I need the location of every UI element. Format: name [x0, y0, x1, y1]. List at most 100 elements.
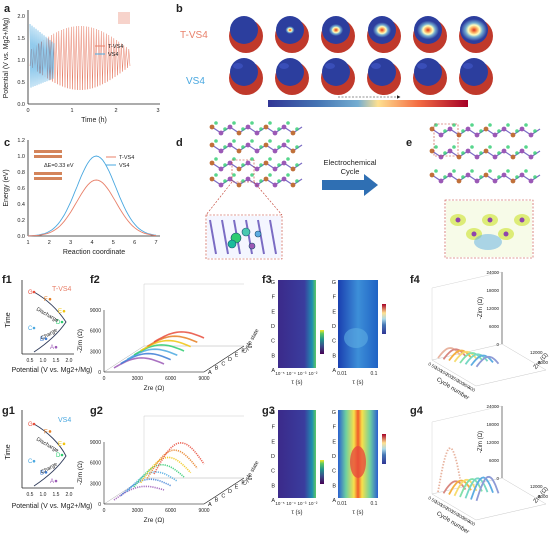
d-inset-atom — [227, 239, 237, 249]
g1-curve — [33, 423, 67, 487]
g4-cycle-series — [470, 476, 494, 500]
f2-ztick: 0 — [98, 370, 101, 376]
f4-xtick: 12000 — [530, 350, 543, 355]
f4-ztick: 24000 — [486, 270, 499, 275]
g1-point-dot — [32, 422, 36, 426]
g4-ztick: 0 — [496, 476, 499, 481]
panel-c: c 0.0 0.2 0.4 0.6 0.8 1.0 1.2 1 2 3 4 5 6 7 Reaction… — [3, 137, 160, 256]
g2-xtick: 6000 — [165, 508, 176, 514]
e-atom — [492, 178, 498, 184]
f2-ztick: 9000 — [90, 308, 101, 314]
f2-state-tick: A — [208, 370, 212, 376]
e-mg-atom — [470, 145, 474, 149]
f2-state-tick: C — [221, 361, 225, 367]
c-legend-vs4: VS4 — [119, 163, 129, 169]
d-crystal-structure — [209, 121, 303, 188]
panel-g3: g3 G GF FE ED DC CB BA A10⁻⁵ 10⁻⁴ 10⁻³ 10⁻² 0.01 0.1… — [262, 405, 386, 516]
d-atom — [218, 130, 224, 136]
e-atom — [429, 148, 435, 154]
e-mg-atom — [506, 123, 510, 127]
g2-series-E — [140, 456, 192, 484]
f3-xlabel-right: τ (s) — [352, 380, 363, 386]
cycle-arrow-head — [364, 174, 378, 196]
d-inset-bond — [209, 219, 217, 255]
d-mg-atom — [286, 121, 290, 125]
panel-label-f4: f4 — [410, 274, 421, 286]
g2-nyquist-3d: 0 3000 6000 9000 0 3000 6000 9000 Zre (Ω) -Zim (Ω… — [77, 415, 261, 524]
e-atom — [438, 178, 444, 184]
d-atom — [236, 182, 242, 188]
g4-zlabel: -Zim (Ω) — [478, 431, 484, 453]
g1-xlabel: Potential (V vs. Mg2+/Mg) — [12, 503, 93, 510]
d-atom — [218, 182, 224, 188]
panel-label-e: e — [406, 137, 412, 149]
e-inset-atom — [471, 231, 477, 237]
e-inset-atom — [519, 217, 525, 223]
g3-row-label: B — [332, 483, 336, 489]
d-mg-atom — [268, 157, 272, 161]
f4-back-wall — [431, 271, 503, 360]
e-atom — [501, 172, 507, 178]
d-mg-atom — [295, 127, 299, 131]
d-mg-atom — [232, 173, 236, 177]
b-sphere-highlight — [279, 63, 289, 69]
e-atom — [510, 154, 516, 160]
t-vs4-curve — [29, 25, 131, 91]
g2-xlabel: Zre (Ω) — [144, 517, 165, 524]
d-mg-atom — [214, 121, 218, 125]
g3-xtick-left: 10⁻² — [309, 501, 318, 506]
d-atom — [236, 166, 242, 172]
c-annotation: ΔE=0.33 eV — [44, 163, 74, 169]
e-atom — [519, 148, 525, 154]
b-sphere-highlight — [417, 63, 427, 69]
f4-cycle-tick: 250 — [450, 375, 459, 383]
c-xtick: 7 — [154, 240, 157, 246]
b-sphere-core — [322, 58, 350, 86]
panel-g2: g2 0 3000 6000 9000 0 3000 6000 9000 Zre (Ω) -Zim… — [77, 405, 261, 524]
d-atom — [272, 130, 278, 136]
f3-xtick-right: 0.01 — [337, 371, 347, 377]
g3-map-left — [278, 410, 316, 498]
d-inset-atom — [241, 227, 251, 237]
f2-series-G — [153, 331, 205, 343]
c-curve-vs4 — [27, 155, 157, 237]
d-mg-atom — [277, 127, 281, 131]
g4-back-wall — [431, 405, 503, 494]
f2-state-tick: F — [241, 348, 245, 354]
a-ytick: 1.5 — [17, 36, 25, 42]
d-atom — [245, 124, 251, 130]
d-atom — [218, 166, 224, 172]
f4-cycle-series — [464, 353, 489, 365]
d-atom — [254, 182, 260, 188]
panel-label-d: d — [176, 137, 183, 149]
f1-point-dot — [44, 337, 48, 341]
b-sphere-core — [230, 58, 258, 86]
f4-cycle-series — [459, 352, 483, 364]
d-atom — [245, 160, 251, 166]
g2-state-tick: E — [235, 485, 239, 491]
d-mg-atom — [250, 121, 254, 125]
e-atom — [510, 132, 516, 138]
g4-cycle-series — [448, 479, 472, 495]
e-atom — [465, 172, 471, 178]
e-atom — [501, 126, 507, 132]
g1-xtick: 1.0 — [40, 492, 47, 498]
d-mg-atom — [277, 179, 281, 183]
g1-xtick: 0.5 — [27, 492, 34, 498]
f1-point-label: G — [28, 290, 33, 296]
f4-cycle-tick: 100 — [434, 365, 443, 373]
f3-map-left — [278, 280, 316, 368]
e-atom — [438, 132, 444, 138]
g2-y-axis — [203, 477, 245, 505]
d-atom — [281, 160, 287, 166]
panel-e: e — [406, 123, 541, 259]
f3-row-label: F — [272, 295, 276, 301]
g3-xlabel-left: τ (s) — [291, 510, 302, 516]
g3-row-label: C — [271, 469, 275, 475]
d-atom — [263, 160, 269, 166]
d-zoom-line — [253, 181, 283, 216]
g3-row-label: E — [332, 439, 336, 445]
g3-xtick-left: 10⁻³ — [298, 501, 307, 506]
panel-label-f3: f3 — [262, 274, 272, 286]
b-sphere-core — [414, 58, 442, 86]
